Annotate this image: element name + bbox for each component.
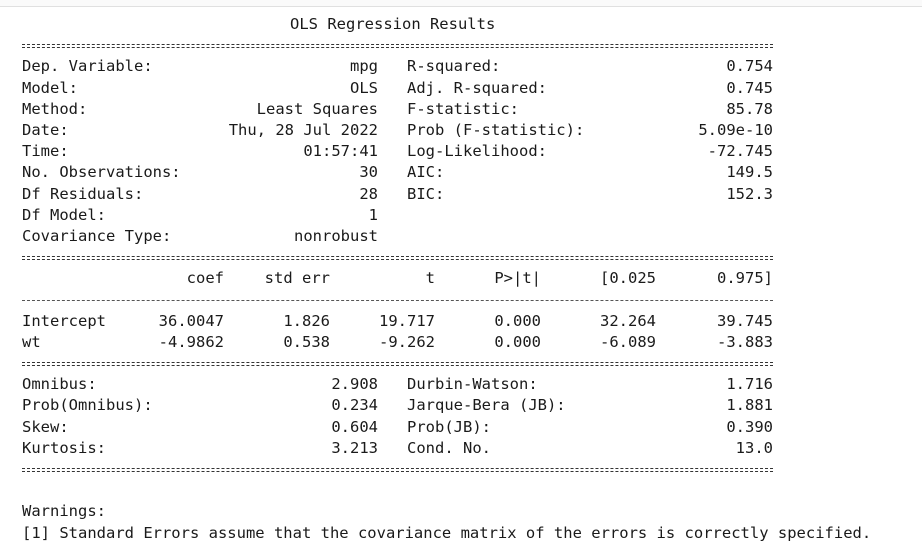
stat-value: 2.908 [331,375,378,394]
coef-value: -3.883 [717,332,773,351]
stat-label: BIC: [407,184,445,203]
stat-label: Skew: [22,417,69,436]
coef-column-header: P>|t| [494,269,541,288]
coef-value: 39.745 [717,311,773,330]
stat-label: Prob(Omnibus): [22,396,153,415]
stat-row: Omnibus: 2.908 Durbin-Watson: 1.716 [22,374,871,395]
stat-label: No. Observations: [22,163,181,182]
stat-row: Date: Thu, 28 Jul 2022 Prob (F-statistic):… [22,120,871,141]
coef-table-body: Intercept 36.0047 1.826 19.717 0.000 32.264 39… [22,311,871,353]
coef-value: -9.262 [379,332,435,351]
warning-text: [1] Standard Errors assume that the cova… [22,523,872,542]
stat-row: Kurtosis: 3.213 Cond. No. 13.0 [22,438,871,459]
stat-value: nonrobust [294,226,378,245]
stat-label: R-squared: [407,57,501,76]
stat-value: Least Squares [256,99,378,118]
stat-label: F-statistic: [407,99,519,118]
stat-label: Time: [22,142,69,161]
stat-value: 149.5 [726,163,773,182]
double-rule [22,459,871,480]
stat-row: No. Observations: 30 AIC: 149.5 [22,162,871,183]
stat-label: Log-Likelihood: [407,142,547,161]
stat-value: -72.745 [707,142,773,161]
stat-row: Time: 01:57:41 Log-Likelihood: -72.745 [22,141,871,162]
stat-label: Omnibus: [22,375,97,394]
coef-column-header: coef [186,269,224,288]
double-rule [22,353,871,374]
double-rule [22,247,871,268]
model-summary-block: Dep. Variable: mpg R-squared: 0.754 Model: OL… [22,56,871,247]
stat-label: Adj. R-squared: [407,78,547,97]
stat-row: Covariance Type: nonrobust [22,226,871,247]
stat-value: 5.09e-10 [698,120,773,139]
stat-label: AIC: [407,163,445,182]
stat-value: 28 [359,184,378,203]
stat-value: 0.234 [331,396,378,415]
stat-label: Method: [22,99,88,118]
stat-value: 1.881 [726,396,773,415]
stat-value: 13.0 [735,438,773,457]
stat-label: Df Residuals: [22,184,144,203]
stat-label: Date: [22,120,69,139]
coef-value: 0.000 [494,332,541,351]
coef-value: -4.9862 [158,332,224,351]
stat-value: 1 [368,205,378,224]
coef-value: -6.089 [600,332,656,351]
stat-value: 0.604 [331,417,378,436]
coef-column-header: 0.975] [717,269,773,288]
coef-row: wt -4.9862 0.538 -9.262 0.000 -6.089 -3.883 [22,332,871,353]
coef-row: Intercept 36.0047 1.826 19.717 0.000 32.264 39… [22,311,871,332]
stat-row: Df Model: 1 [22,205,871,226]
stat-value: 30 [359,163,378,182]
coef-value: 32.264 [600,311,656,330]
regression-output: OLS Regression Results Dep. Variable: mpg… [22,14,871,544]
stat-row: Prob(Omnibus): 0.234 Jarque-Bera (JB): 1.88… [22,395,871,416]
coef-header-row: coef std err t P>|t| [0.025 0.975] [22,268,871,289]
output-cell-top-border [0,0,922,7]
coef-column-header: std err [264,269,330,288]
stat-label: Prob(JB): [407,417,491,436]
double-rule [22,35,871,56]
coef-value: 36.0047 [158,311,224,330]
stat-label: Df Model: [22,205,106,224]
coef-term-name: wt [22,332,41,351]
coef-term-name: Intercept [22,311,106,330]
stat-label: Prob (F-statistic): [407,120,585,139]
stat-row: Model: OLS Adj. R-squared: 0.745 [22,78,871,99]
warnings-title: Warnings: [22,502,106,521]
results-title: OLS Regression Results [290,15,496,33]
coef-value: 0.000 [494,311,541,330]
stat-label: Jarque-Bera (JB): [407,396,566,415]
diagnostics-block: Omnibus: 2.908 Durbin-Watson: 1.716 Prob(Omn… [22,374,871,459]
stat-row: Skew: 0.604 Prob(JB): 0.390 [22,417,871,438]
stat-value: 0.754 [726,57,773,76]
stat-row: Dep. Variable: mpg R-squared: 0.754 [22,56,871,77]
stat-value: 152.3 [726,184,773,203]
stat-label: Model: [22,78,78,97]
stat-value: Thu, 28 Jul 2022 [228,120,378,139]
stat-value: OLS [350,78,378,97]
title-line: OLS Regression Results [22,14,871,35]
stat-label: Kurtosis: [22,438,106,457]
stat-label: Dep. Variable: [22,57,153,76]
stat-value: 85.78 [726,99,773,118]
stat-row: Df Residuals: 28 BIC: 152.3 [22,184,871,205]
stat-row: Method: Least Squares F-statistic: 85.78 [22,99,871,120]
stat-label: Durbin-Watson: [407,375,538,394]
coef-column-header: [0.025 [600,269,656,288]
stat-value: mpg [350,57,378,76]
stat-value: 0.390 [726,417,773,436]
coef-value: 19.717 [379,311,435,330]
stat-value: 3.213 [331,438,378,457]
single-rule [22,289,871,310]
coef-column-header: t [425,269,435,288]
stat-label: Covariance Type: [22,226,172,245]
stat-value: 01:57:41 [303,142,378,161]
stat-value: 1.716 [726,375,773,394]
coef-value: 0.538 [283,332,330,351]
stat-label: Cond. No. [407,438,491,457]
stat-value: 0.745 [726,78,773,97]
coef-value: 1.826 [283,311,330,330]
